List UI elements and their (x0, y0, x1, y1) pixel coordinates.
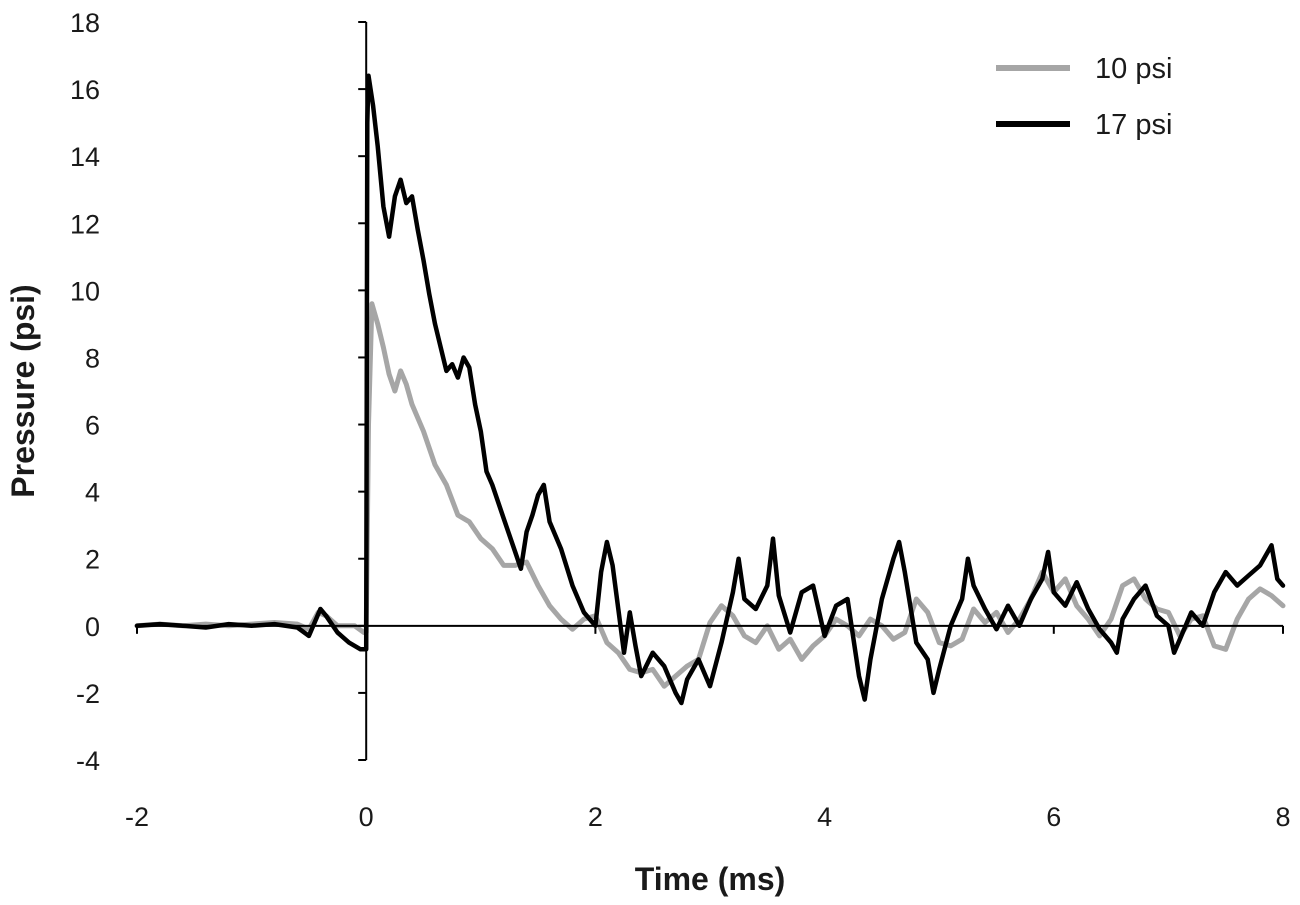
y-tick-label: 16 (70, 75, 100, 105)
y-tick-label: -2 (76, 679, 100, 709)
series-line-10-psi (134, 301, 1286, 689)
x-tick-label: 2 (588, 802, 603, 832)
y-axis-title: Pressure (psi) (5, 284, 41, 497)
x-tick-label: 4 (817, 802, 832, 832)
y-tick-label: -4 (76, 746, 100, 776)
x-axis-title: Time (ms) (635, 861, 786, 897)
y-tick-label: 8 (85, 343, 100, 373)
series-line-17-psi (134, 73, 1286, 706)
series-layer (134, 73, 1286, 706)
y-tick-label: 14 (70, 142, 100, 172)
y-tick-label: 6 (85, 411, 100, 441)
legend-label-10-psi: 10 psi (1095, 53, 1172, 85)
x-tick-label: 6 (1046, 802, 1061, 832)
legend-label-17-psi: 17 psi (1095, 109, 1172, 141)
y-tick-label: 0 (85, 612, 100, 642)
x-tick-label: 0 (359, 802, 374, 832)
x-tick-label: -2 (125, 802, 149, 832)
x-tick-label: 8 (1275, 802, 1290, 832)
y-tick-label: 2 (85, 545, 100, 575)
y-tick-label: 18 (70, 8, 100, 38)
axes-layer (136, 21, 1284, 761)
legend: 10 psi 17 psi (996, 53, 1172, 141)
tick-labels: -2 0 2 4 6 8 -4 -2 0 2 4 6 8 10 12 14 16 18 (70, 8, 1291, 832)
y-tick-label: 12 (70, 209, 100, 239)
y-tick-label: 4 (85, 478, 100, 508)
y-tick-label: 10 (70, 276, 100, 306)
